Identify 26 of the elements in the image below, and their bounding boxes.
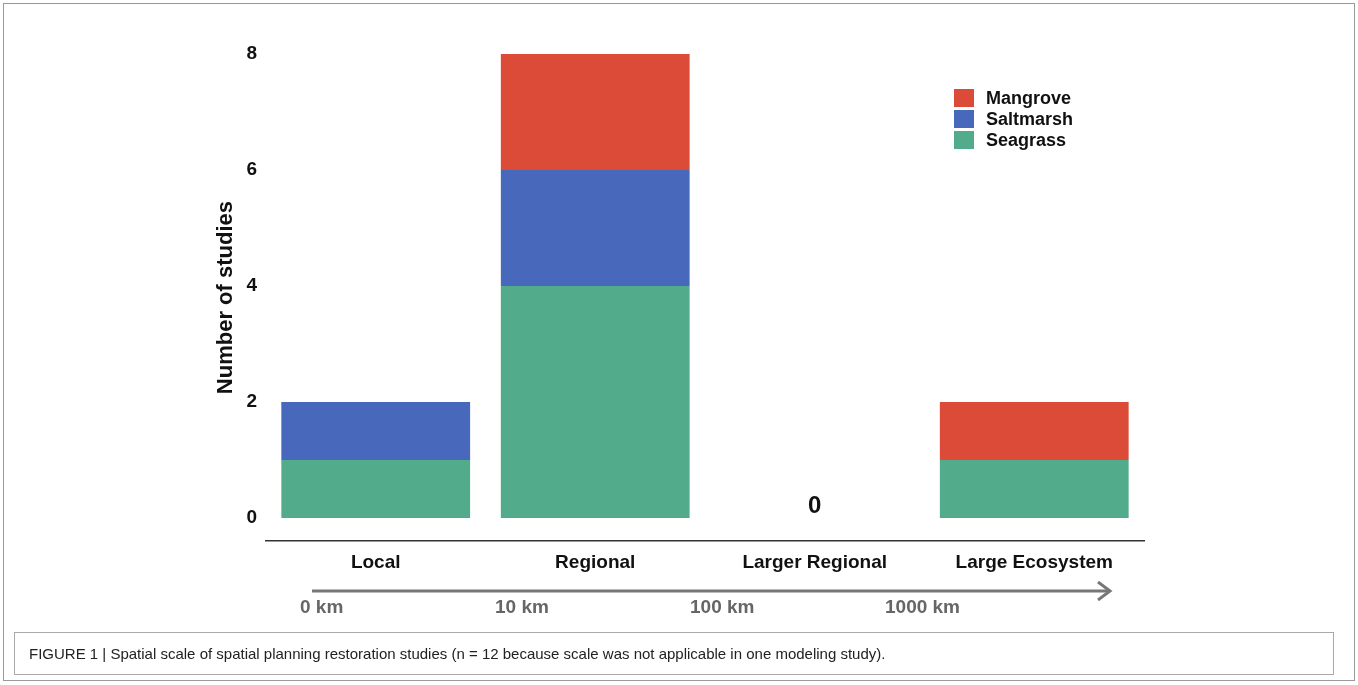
- bar: [500, 54, 690, 170]
- x-tick-label: Large Ecosystem: [955, 550, 1113, 572]
- y-tick-label: 0: [246, 506, 257, 528]
- bar: [939, 402, 1129, 460]
- y-axis-title: Number of studies: [212, 201, 238, 395]
- legend-label: Saltmarsh: [986, 108, 1074, 129]
- bar: [281, 460, 471, 518]
- y-tick-label: 4: [246, 274, 258, 296]
- caption: FIGURE 1 | Spatial scale of spatial planning restoration studies (n = 12 because scale was not applicable in one modeling study).: [14, 632, 1334, 675]
- legend-label: Seagrass: [986, 129, 1067, 150]
- text: 100 km: [690, 596, 755, 618]
- annotation: 0: [808, 490, 822, 518]
- y-tick-label: 8: [246, 42, 257, 64]
- x-tick-label: Regional: [555, 550, 636, 572]
- legend-label: Mangrove: [986, 87, 1072, 108]
- text: 1000 km: [885, 596, 961, 618]
- bar: [500, 170, 690, 286]
- y-tick-label: 6: [246, 158, 257, 180]
- text: 10 km: [495, 596, 549, 618]
- x-tick-label: Local: [350, 550, 401, 572]
- bar: [281, 402, 471, 460]
- bar: [939, 460, 1129, 518]
- x-tick-label: Larger Regional: [742, 550, 888, 572]
- bar: [500, 286, 690, 518]
- y-tick-label: 2: [246, 390, 257, 412]
- text: 0 km: [300, 596, 344, 618]
